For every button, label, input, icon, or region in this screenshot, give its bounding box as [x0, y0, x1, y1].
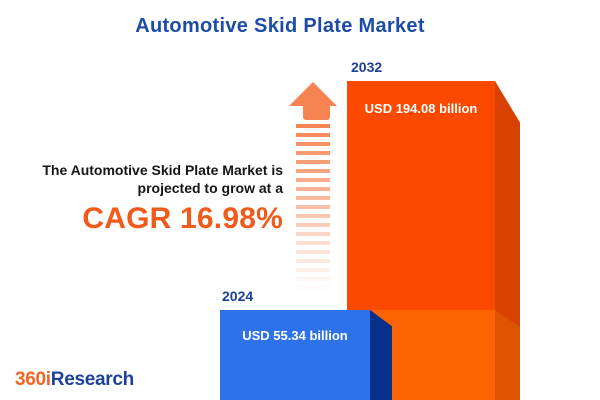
- cagr-value: CAGR 16.98%: [82, 202, 283, 235]
- brand-logo-prefix: 360i: [15, 369, 51, 390]
- page-title: Automotive Skid Plate Market: [135, 15, 425, 37]
- brand-logo-suffix: Research: [50, 369, 134, 390]
- bar-2032-year-label: 2032: [351, 59, 383, 75]
- growth-arrow-fade: [296, 124, 330, 294]
- brand-logo: 360iResearch: [15, 369, 134, 391]
- bar-2032-side-face: [495, 81, 520, 400]
- growth-arrow-neck: [303, 105, 330, 120]
- bar-2032-front-upper: [347, 81, 495, 310]
- tagline-line1: The Automotive Skid Plate Market is: [42, 162, 283, 178]
- tagline-line2: projected to grow at a: [137, 180, 283, 196]
- bar-2024-side-face: [370, 310, 392, 400]
- bar-2024-front: [220, 310, 370, 400]
- bar-2024-value-label: USD 55.34 billion: [242, 328, 348, 343]
- bar-2024-year-label: 2024: [222, 288, 254, 304]
- bar-2032-value-label: USD 194.08 billion: [364, 101, 478, 116]
- tagline: The Automotive Skid Plate Market is proj…: [0, 161, 283, 236]
- growth-arrow-shaft: [296, 124, 330, 294]
- bar-2032-side-lower: [495, 310, 520, 400]
- growth-arrow-icon: [289, 82, 337, 106]
